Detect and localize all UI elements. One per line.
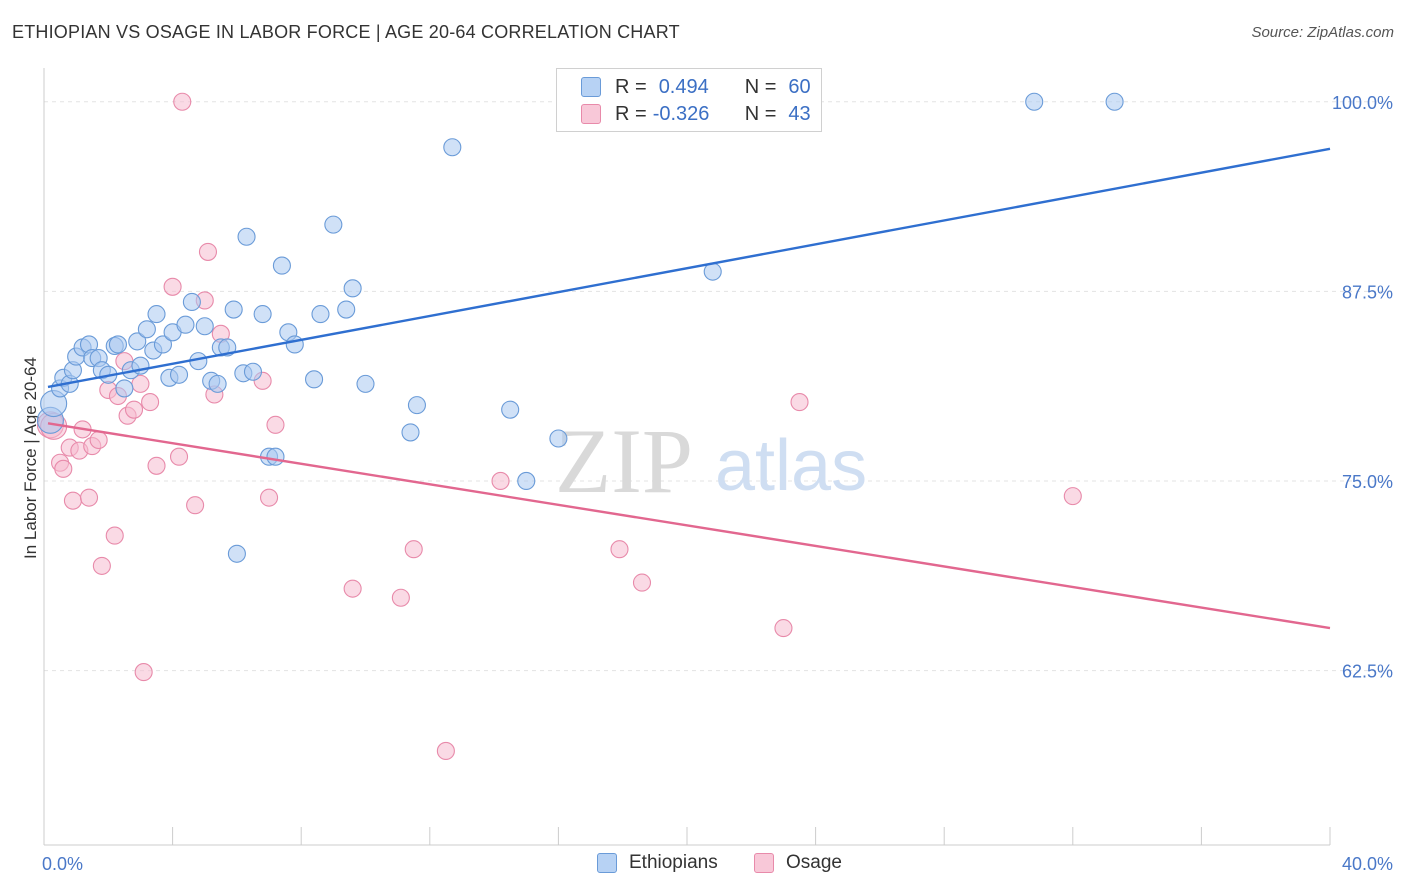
ethiopian-point-29 <box>195 317 214 336</box>
osage-point-13 <box>105 526 124 545</box>
y-tick-label-1: 87.5% <box>1342 282 1393 302</box>
ethiopian-point-51 <box>401 423 420 442</box>
osage-point-31 <box>259 488 279 507</box>
ethiopian-point-53 <box>443 138 462 157</box>
ethiopian-point-35 <box>227 544 246 563</box>
osage-point-42 <box>1063 487 1082 506</box>
osage-point-41 <box>790 393 809 412</box>
bottom-osage-label: Osage <box>786 852 842 873</box>
ethiopian-point-39 <box>253 305 272 324</box>
bottom-osage-swatch <box>754 853 774 873</box>
osage-swatch <box>581 104 601 124</box>
x-ticks <box>172 827 1331 845</box>
ethiopian-point-56 <box>549 429 568 448</box>
osage-n-value: 43 <box>788 102 811 125</box>
ethiopian-point-27 <box>182 292 201 312</box>
osage-point-32 <box>266 415 285 434</box>
correlation-legend: R = 0.494 N = 60 R = -0.326 N = 43 <box>556 68 822 132</box>
osage-point-21 <box>147 456 166 475</box>
watermark-zip: ZIP <box>555 410 693 512</box>
osage-point-17 <box>124 400 144 419</box>
ethiopian-point-50 <box>356 374 375 393</box>
y-tick-label-2: 75.0% <box>1342 472 1393 492</box>
y-tick-labels: 100.0% 87.5% 75.0% 62.5% <box>1332 93 1393 682</box>
ethiopians-swatch <box>581 77 601 97</box>
x-tick-labels: 0.0% 40.0% <box>42 854 1393 874</box>
ethiopian-point-19 <box>137 320 156 339</box>
ethiopian-point-17 <box>128 332 147 351</box>
osage-point-22 <box>163 277 182 296</box>
bottom-legend-ethiopians: Ethiopians <box>597 852 718 874</box>
ethiopians-r-value: 0.494 <box>658 75 709 98</box>
ethiopians-n-label: N = <box>744 75 777 98</box>
chart-title: ETHIOPIAN VS OSAGE IN LABOR FORCE | AGE … <box>12 22 680 42</box>
y-axis-title: In Labor Force | Age 20-64 <box>21 357 40 559</box>
ethiopian-point-46 <box>311 305 330 324</box>
ethiopian-point-41 <box>266 447 285 466</box>
osage-point-8 <box>79 488 99 507</box>
osage-point-38 <box>610 540 629 559</box>
osage-point-35 <box>404 540 423 559</box>
ethiopian-point-54 <box>501 400 520 419</box>
ethiopian-point-42 <box>272 256 291 275</box>
ethiopian-point-37 <box>237 227 256 246</box>
ethiopian-point-31 <box>208 374 227 393</box>
ethiopians-r-label: R = <box>615 75 647 98</box>
osage-point-23 <box>169 447 189 466</box>
ethiopian-point-25 <box>169 365 189 384</box>
ethiopian-point-45 <box>305 370 324 389</box>
ethiopian-point-52 <box>407 396 426 415</box>
watermark-atlas: atlas <box>715 426 867 506</box>
osage-point-34 <box>391 588 410 607</box>
ethiopian-point-34 <box>224 300 243 319</box>
osage-point-25 <box>186 496 205 515</box>
osage-point-5 <box>63 491 82 510</box>
osage-point-24 <box>173 92 192 111</box>
ethiopian-point-21 <box>147 305 166 324</box>
trend-lines <box>47 147 1331 630</box>
bottom-legend-osage: Osage <box>754 852 842 874</box>
y-tick-label-3: 62.5% <box>1342 662 1393 682</box>
osage-point-37 <box>491 471 510 491</box>
osage-point-36 <box>436 741 455 761</box>
ethiopians-n-value: 60 <box>788 75 811 98</box>
osage-point-3 <box>54 459 73 478</box>
ethiopian-point-58 <box>1025 92 1044 111</box>
osage-trend-line <box>47 422 1331 630</box>
ethiopian-points <box>36 92 1124 563</box>
osage-point-39 <box>632 573 652 592</box>
ethiopian-point-47 <box>324 215 343 234</box>
osage-n-label: N = <box>744 102 777 125</box>
osage-point-11 <box>92 556 111 575</box>
ethiopian-point-26 <box>176 315 195 334</box>
ethiopian-point-22 <box>153 335 173 354</box>
ethiopians-trend-line <box>47 147 1331 389</box>
ethiopian-point-15 <box>115 379 134 398</box>
ethiopian-point-55 <box>517 471 536 491</box>
ethiopian-point-14 <box>108 335 127 354</box>
y-tick-label-0: 100.0% <box>1332 93 1393 113</box>
ethiopian-point-44 <box>285 335 304 354</box>
osage-point-40 <box>774 619 793 638</box>
source-label: Source: ZipAtlas.com <box>1251 24 1394 41</box>
osage-r-label: R = <box>615 102 647 125</box>
grid-lines <box>44 101 1392 672</box>
osage-r-value: -0.326 <box>652 102 710 125</box>
osage-point-20 <box>141 393 160 412</box>
x-tick-label-0: 0.0% <box>42 854 83 874</box>
osage-point-19 <box>134 663 153 682</box>
osage-point-10 <box>89 430 108 450</box>
osage-point-33 <box>343 579 362 598</box>
ethiopian-point-48 <box>337 300 356 319</box>
x-tick-label-1: 40.0% <box>1342 854 1393 874</box>
ethiopian-point-59 <box>1105 92 1124 111</box>
bottom-ethiopians-label: Ethiopians <box>629 852 718 873</box>
osage-point-27 <box>198 242 218 261</box>
bottom-ethiopians-swatch <box>597 853 617 873</box>
legend-row-ethiopians: R = 0.494 N = 60 <box>581 75 811 99</box>
ethiopian-point-49 <box>343 279 362 298</box>
legend-row-osage: R = -0.326 N = 43 <box>581 102 811 126</box>
ethiopian-point-38 <box>243 362 263 381</box>
